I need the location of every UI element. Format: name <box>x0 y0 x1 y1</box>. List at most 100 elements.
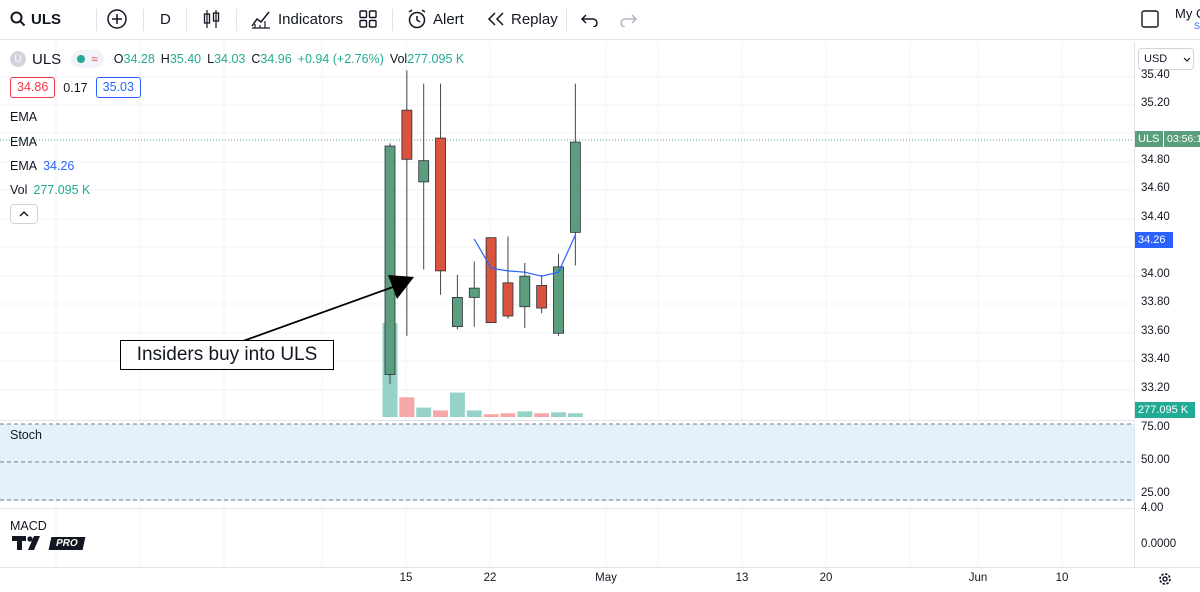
candle-body[interactable] <box>485 237 497 324</box>
ema-label: EMA <box>10 159 38 173</box>
price-tick-label: 35.20 <box>1141 97 1170 109</box>
currency-selector[interactable]: USD <box>1138 48 1194 70</box>
compare-button[interactable] <box>106 0 128 38</box>
wave-icon: ≈ <box>91 52 98 66</box>
candle-body[interactable] <box>384 145 396 375</box>
ohlc-legend: U ULS ≈ O 34.28 H 35.40 L 34.03 C 34.96 +0.9… <box>10 50 464 68</box>
macd-tick-label: 0.0000 <box>1141 538 1177 550</box>
annotation-arrow-line <box>231 286 394 346</box>
open-value: 34.28 <box>123 52 155 66</box>
stoch-pane-title[interactable]: Stoch <box>10 428 42 442</box>
ema-label: EMA <box>10 110 38 124</box>
redo-button[interactable] <box>618 0 638 38</box>
toolbar-divider <box>186 9 187 31</box>
symbol-price-tag: ULS <box>1135 131 1163 147</box>
volume-tag: 277.095 K <box>1135 402 1195 418</box>
price-tick-label: 34.40 <box>1141 211 1170 223</box>
vol-row-label: Vol <box>10 183 28 197</box>
pro-badge: PRO <box>48 536 86 550</box>
chevron-up-icon <box>19 211 29 217</box>
ask-button[interactable]: 35.03 <box>95 77 141 98</box>
price-tick-label: 34.00 <box>1141 268 1170 280</box>
search-icon <box>10 11 26 27</box>
candle-body[interactable] <box>418 160 430 183</box>
pane-divider <box>0 420 1134 421</box>
price-tick-label: 34.80 <box>1141 154 1170 166</box>
volume-bar <box>483 414 499 417</box>
chevron-down-icon <box>1183 57 1191 62</box>
open-label: O <box>113 52 124 66</box>
candle-body[interactable] <box>553 266 564 334</box>
tv-logo-icon <box>12 536 40 550</box>
ema-value: 34.26 <box>43 159 75 173</box>
volume-legend[interactable]: Vol 277.095 K <box>10 183 90 197</box>
bid-ask-row: 34.86 0.17 35.03 <box>10 77 141 98</box>
price-tick-label: 35.40 <box>1141 69 1170 81</box>
axis-settings-button[interactable] <box>1157 571 1173 592</box>
collapse-legend-button[interactable] <box>10 204 38 224</box>
candle-body[interactable] <box>401 109 413 160</box>
time-tick-label: 13 <box>735 572 749 584</box>
layouts-button[interactable] <box>358 0 378 38</box>
ema-legend-1[interactable]: EMA <box>10 110 37 124</box>
candle-body[interactable] <box>536 285 548 309</box>
plus-circle-icon <box>107 9 127 29</box>
candle-body[interactable] <box>502 282 514 317</box>
macd-tick-label: 4.00 <box>1141 502 1164 514</box>
candle-body[interactable] <box>451 297 463 328</box>
price-tick-label: 34.60 <box>1141 182 1170 194</box>
macd-pane-title[interactable]: MACD <box>10 519 47 533</box>
top-toolbar: ULS D Indicators Alert Replay My C S <box>0 0 1200 40</box>
time-tick-label: 10 <box>1055 572 1069 584</box>
time-axis[interactable] <box>0 567 1200 592</box>
candle-body[interactable] <box>569 141 581 233</box>
time-tick-label: May <box>595 572 617 584</box>
annotation-callout[interactable]: Insiders buy into ULS <box>120 340 334 370</box>
ema-legend-2[interactable]: EMA <box>10 135 37 149</box>
interval-button[interactable]: D <box>160 0 171 38</box>
volume-bar <box>399 397 415 417</box>
time-tick-label: 20 <box>819 572 833 584</box>
price-tick-label: 33.60 <box>1141 325 1170 337</box>
price-axis[interactable] <box>1134 42 1200 567</box>
vol-label: Vol <box>389 52 408 66</box>
price-tick-label: 33.40 <box>1141 353 1170 365</box>
volume-bar <box>567 413 583 417</box>
low-label: L <box>207 52 215 66</box>
indicators-icon <box>251 11 270 29</box>
bid-button[interactable]: 34.86 <box>10 77 56 98</box>
countdown-tag: 03:56:19 <box>1164 131 1200 147</box>
high-label: H <box>160 52 170 66</box>
change-value: +0.94 (+2.76%) <box>297 52 384 66</box>
low-value: 34.03 <box>214 52 246 66</box>
alert-label: Alert <box>433 10 464 28</box>
candle-body[interactable] <box>468 287 480 298</box>
ema-label: EMA <box>10 135 38 149</box>
time-tick-label: Jun <box>968 572 988 584</box>
legend-symbol[interactable]: ULS <box>32 50 62 68</box>
chart-type-button[interactable] <box>202 0 222 38</box>
toolbar-divider <box>143 9 144 31</box>
volume-bar <box>466 410 482 417</box>
toolbar-symbol: ULS <box>31 10 61 28</box>
volume-bar <box>517 411 533 417</box>
candle-body[interactable] <box>519 275 531 308</box>
pane-divider <box>0 508 1134 509</box>
market-status-pill[interactable]: ≈ <box>71 50 104 68</box>
replay-button[interactable]: Replay <box>486 0 558 38</box>
candle-body[interactable] <box>435 137 446 272</box>
indicators-button[interactable]: Indicators <box>250 0 343 38</box>
time-tick-label: 15 <box>399 572 413 584</box>
toolbar-divider <box>392 9 393 31</box>
alert-button[interactable]: Alert <box>406 0 464 38</box>
price-chart[interactable] <box>0 42 1134 567</box>
ema-price-tag: 34.26 <box>1135 232 1173 248</box>
vol-value: 277.095 K <box>407 52 465 66</box>
indicators-label: Indicators <box>278 10 344 28</box>
volume-bar <box>500 413 516 417</box>
symbol-search-button[interactable]: ULS <box>10 0 61 38</box>
account-menu[interactable]: My C <box>1175 0 1200 32</box>
undo-button[interactable] <box>580 0 600 38</box>
layout-checkbox[interactable] <box>1140 0 1160 38</box>
ema-legend-3[interactable]: EMA 34.26 <box>10 159 74 173</box>
